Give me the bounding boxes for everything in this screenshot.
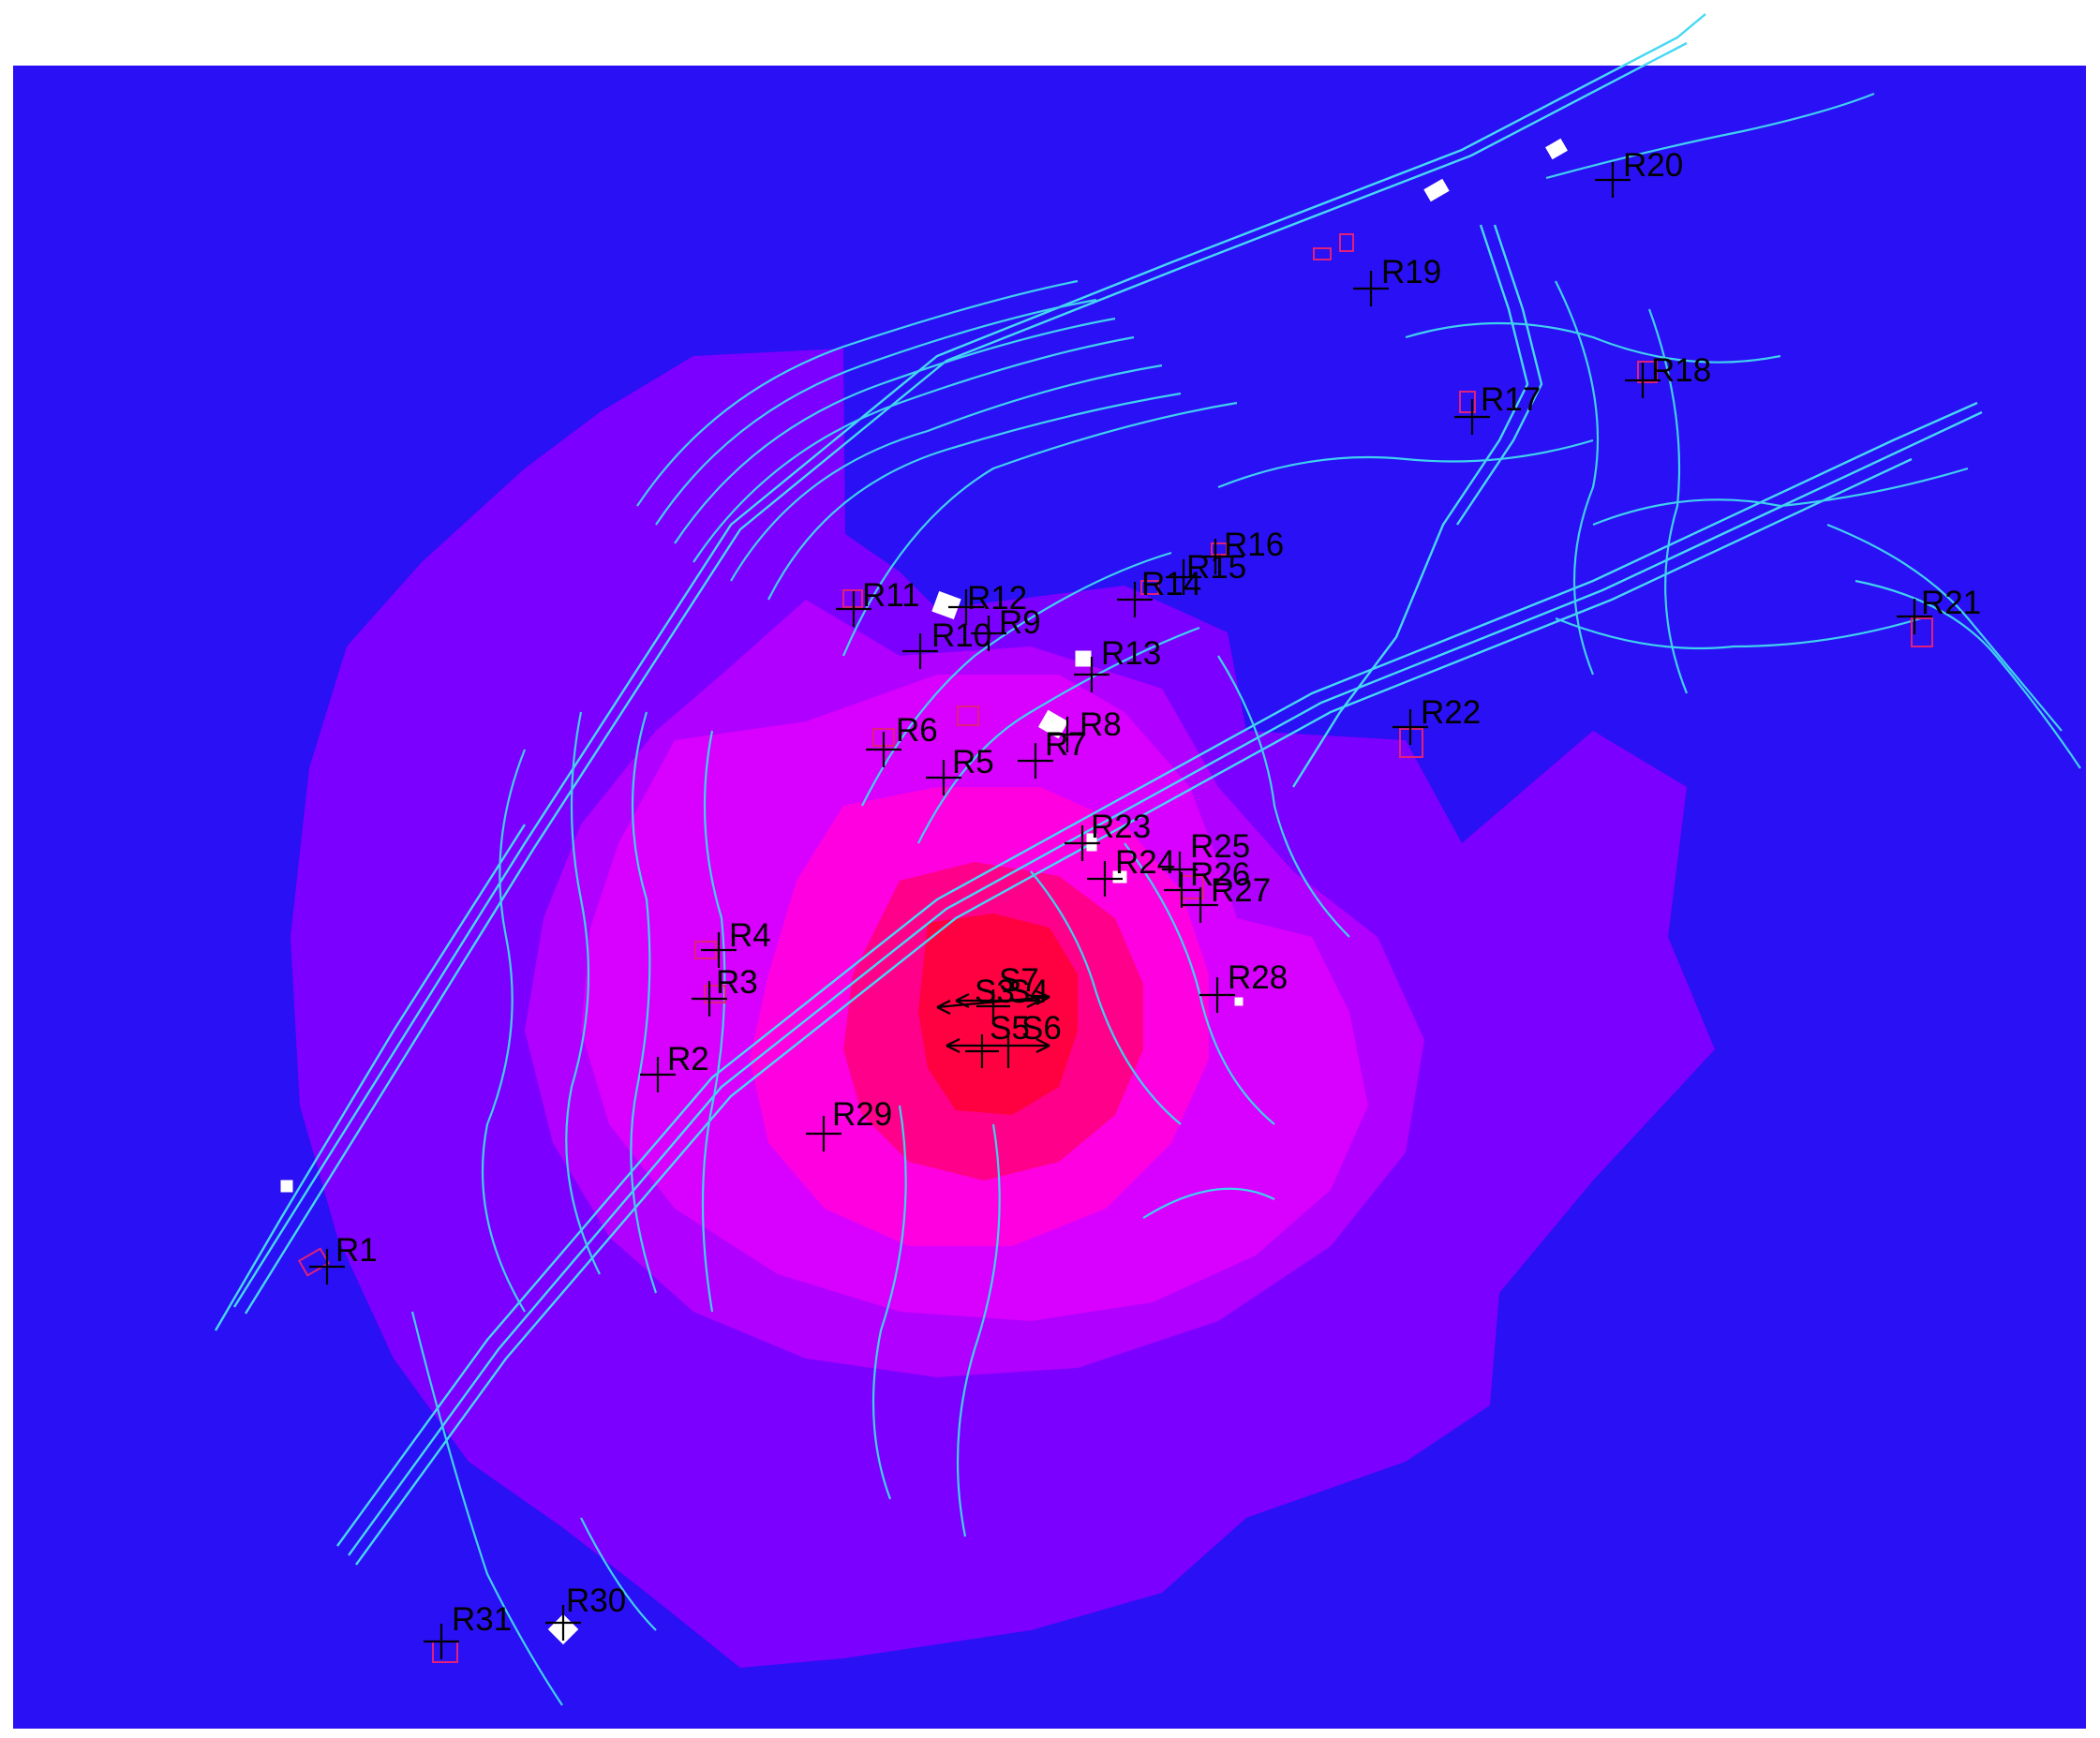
- receptor-r15: R15: [1166, 549, 1246, 595]
- building: [1459, 391, 1476, 413]
- structure: [1234, 997, 1244, 1006]
- receptor-label: R21: [1921, 585, 1981, 621]
- receptor-label: R14: [1141, 566, 1201, 602]
- source-markers: S7 S3 S4 S5 S6: [936, 962, 1062, 1068]
- receptor-r22: R22: [1393, 694, 1481, 745]
- receptor-r29: R29: [806, 1096, 892, 1151]
- source-arrow: [955, 993, 1041, 1008]
- source-cross: [976, 989, 1010, 1023]
- structure: [931, 590, 961, 620]
- structure: [1037, 709, 1069, 739]
- receptor-label: R25: [1190, 828, 1250, 865]
- receptor-r7: R7: [1018, 726, 1087, 779]
- receptor-label: R19: [1381, 254, 1441, 290]
- receptor-label: R23: [1091, 809, 1151, 845]
- receptor-r1: R1: [309, 1232, 378, 1285]
- receptor-r27: R27: [1183, 872, 1271, 923]
- receptor-r2: R2: [640, 1041, 709, 1092]
- receptor-r5: R5: [926, 744, 994, 795]
- receptor-label: R10: [931, 617, 991, 654]
- receptor-label: R13: [1101, 635, 1161, 672]
- source-label-s3: S3: [975, 973, 1015, 1010]
- receptor-r8: R8: [1050, 706, 1122, 752]
- receptor-r31: R31: [424, 1601, 512, 1659]
- receptor-r16: R16: [1198, 527, 1284, 574]
- building: [957, 706, 979, 726]
- receptor-label: R16: [1224, 527, 1284, 563]
- source-label-s5: S5: [990, 1010, 1030, 1047]
- building: [1911, 617, 1933, 647]
- receptor-r12: R12: [948, 580, 1027, 625]
- receptor-label: R7: [1045, 726, 1087, 763]
- receptor-r4: R4: [701, 917, 771, 968]
- receptor-label: R2: [667, 1041, 709, 1077]
- receptor-r6: R6: [866, 712, 938, 767]
- structure: [1423, 178, 1450, 202]
- receptor-r10: R10: [902, 617, 991, 669]
- structures: [280, 138, 1568, 1645]
- receptor-r25: R25: [1162, 828, 1250, 887]
- receptor-r18: R18: [1625, 352, 1711, 398]
- contour-band-6: [918, 914, 1078, 1115]
- receptor-r13: R13: [1074, 635, 1161, 692]
- receptor-label: R28: [1228, 959, 1288, 996]
- receptor-r26: R26: [1164, 856, 1250, 908]
- source-label-s6: S6: [1021, 1010, 1062, 1047]
- receptor-r19: R19: [1353, 254, 1441, 306]
- building: [1637, 361, 1658, 383]
- receptor-label: R15: [1186, 549, 1246, 586]
- receptor-r30: R30: [545, 1582, 626, 1641]
- receptor-label: R27: [1211, 872, 1271, 909]
- receptor-r14: R14: [1117, 566, 1201, 617]
- receptor-label: R8: [1080, 706, 1122, 743]
- building: [704, 985, 726, 1003]
- receptor-label: R26: [1190, 856, 1250, 893]
- receptor-label: R12: [967, 580, 1027, 616]
- receptor-markers: R1 R2 R3 R4 R5 R6 R7 R8 R9 R10 R11 R12 R…: [309, 147, 1981, 1659]
- receptor-r23: R23: [1065, 809, 1151, 861]
- receptor-label: R6: [896, 712, 938, 749]
- receptor-label: R31: [452, 1601, 512, 1638]
- receptor-label: R22: [1421, 694, 1481, 731]
- receptor-r28: R28: [1199, 959, 1288, 1013]
- receptor-r11: R11: [836, 577, 920, 627]
- structure: [1075, 650, 1092, 667]
- receptor-r20: R20: [1595, 147, 1683, 198]
- concentration-contours: [290, 349, 1715, 1668]
- structure: [280, 1180, 293, 1193]
- receptor-label: R5: [952, 744, 994, 780]
- source-label-s7: S7: [999, 962, 1039, 999]
- building: [1211, 542, 1228, 556]
- structure: [1545, 138, 1568, 160]
- building: [1140, 580, 1159, 595]
- building: [1339, 233, 1354, 252]
- receptor-r9: R9: [971, 604, 1041, 651]
- source-label-s4: S4: [1008, 973, 1049, 1010]
- source-arrow: [946, 1038, 1050, 1053]
- receptor-r3: R3: [692, 964, 758, 1017]
- receptor-r21: R21: [1897, 585, 1981, 634]
- receptor-label: R3: [716, 964, 758, 1001]
- receptor-label: R4: [729, 917, 771, 954]
- receptor-label: R9: [999, 604, 1041, 641]
- receptor-r17: R17: [1454, 381, 1541, 435]
- source-cross: [965, 1034, 999, 1068]
- receptor-label: R24: [1115, 844, 1175, 881]
- terrain-lines: [214, 13, 2081, 1706]
- receptor-label: R29: [832, 1096, 892, 1133]
- receptor-label: R11: [862, 577, 920, 614]
- building: [1313, 247, 1332, 260]
- receptor-label: R20: [1623, 147, 1683, 184]
- receptor-r24: R24: [1087, 844, 1175, 897]
- building: [297, 1247, 331, 1277]
- receptor-label: R30: [566, 1582, 626, 1619]
- receptor-label: R18: [1651, 352, 1711, 389]
- receptor-label: R1: [335, 1232, 378, 1269]
- receptor-label: R17: [1481, 381, 1541, 418]
